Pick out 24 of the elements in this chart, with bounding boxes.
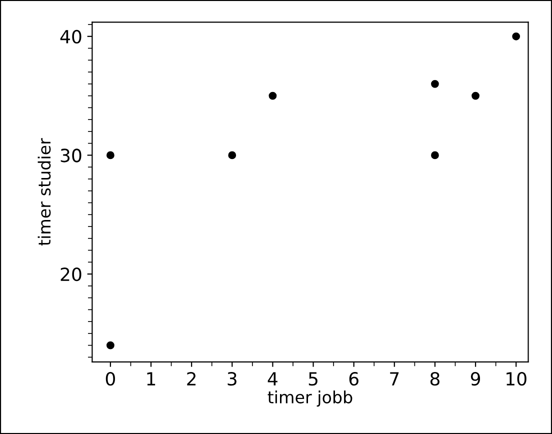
x-tick-label: 5 [308,372,318,386]
x-tick-label: 0 [106,372,115,386]
x-tick-label: 1 [147,372,156,386]
point [106,151,114,160]
y-axis-title: timer studier [38,138,51,246]
y-tick-label: 20 [60,267,82,282]
x-tick-label: 4 [268,372,278,386]
x-tick-label: 2 [187,372,196,386]
y-tick-label: 30 [60,148,82,162]
point [431,151,439,160]
point [472,92,480,100]
x-axis-title: timer jobb [268,390,352,407]
x-tick-label: 8 [430,372,440,386]
y-tick-label: 40 [60,30,82,44]
point [431,80,439,88]
point [228,151,236,160]
x-tick-label: 9 [470,372,480,386]
point [268,92,277,100]
x-tick-label: 7 [390,372,399,386]
point [512,32,520,40]
x-tick-label: 6 [349,372,358,386]
x-tick-label: 10 [506,372,526,386]
x-tick-label: 3 [228,372,236,386]
point [106,341,114,350]
